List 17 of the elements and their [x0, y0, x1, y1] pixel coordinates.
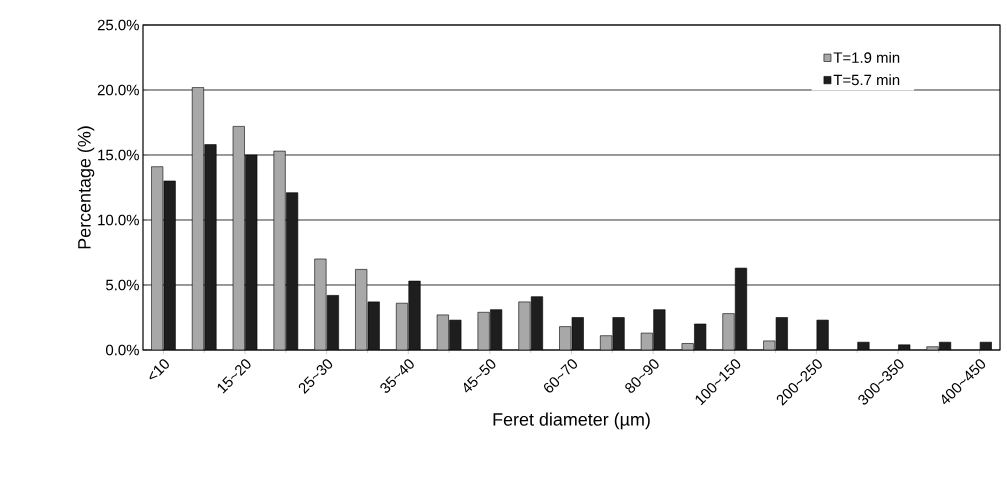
x-tick-label: <10: [149, 359, 169, 380]
bar: [408, 280, 421, 350]
y-tick-label: 0.0%: [106, 344, 139, 356]
bar: [612, 317, 625, 350]
bar: [204, 144, 217, 350]
y-tick-label: 20.0%: [97, 84, 139, 96]
legend-label: T=5.7 min: [833, 74, 900, 86]
bar: [518, 301, 531, 350]
y-tick-label: 15.0%: [98, 149, 139, 161]
bar: [722, 313, 735, 350]
y-tick-label: 25.0%: [97, 19, 139, 31]
x-axis-title: Feret diameter (µm): [493, 412, 650, 430]
y-tick-label: 5.0%: [106, 279, 139, 291]
bar: [273, 150, 286, 350]
legend-label: T=1.9 min: [833, 51, 900, 63]
y-axis-title: Percentage (%): [77, 126, 95, 249]
y-tick-label: 10.0%: [98, 214, 139, 226]
